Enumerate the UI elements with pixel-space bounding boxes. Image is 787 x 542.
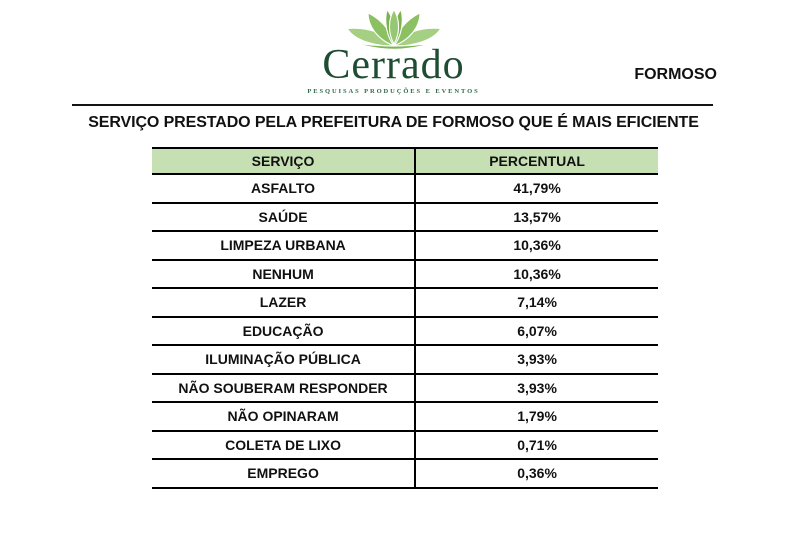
logo-tagline: PESQUISAS PRODUÇÕES E EVENTOS (307, 88, 480, 95)
page-title: SERVIÇO PRESTADO PELA PREFEITURA DE FORM… (88, 114, 699, 131)
service-cell: NENHUM (152, 259, 416, 289)
region-label: FORMOSO (634, 66, 717, 83)
services-table: SERVIÇO PERCENTUAL ASFALTO 41,79% SAÚDE 13,… (152, 147, 658, 489)
company-logo: Cerrado PESQUISAS PRODUÇÕES E EVENTOS (0, 6, 787, 95)
table-row: EMPREGO 0,36% (152, 459, 658, 489)
service-cell: ILUMINAÇÃO PÚBLICA (152, 345, 416, 375)
survey-results-table: SERVIÇO PERCENTUAL ASFALTO 41,79% SAÚDE 13,… (152, 147, 658, 489)
service-cell: NÃO SOUBERAM RESPONDER (152, 373, 416, 403)
table-row: EDUCAÇÃO 6,07% (152, 316, 658, 346)
percent-cell: 3,93% (414, 373, 658, 403)
table-header: SERVIÇO PERCENTUAL (152, 147, 658, 175)
percent-cell: 0,36% (414, 459, 658, 489)
table-row: NÃO SOUBERAM RESPONDER 3,93% (152, 373, 658, 403)
service-cell: SAÚDE (152, 202, 416, 232)
table-row: LAZER 7,14% (152, 288, 658, 318)
table-row: SAÚDE 13,57% (152, 202, 658, 232)
service-cell: EMPREGO (152, 459, 416, 489)
percent-cell: 10,36% (414, 231, 658, 261)
service-cell: ASFALTO (152, 174, 416, 204)
table-row: NENHUM 10,36% (152, 259, 658, 289)
percent-cell: 0,71% (414, 430, 658, 460)
separator-rule (72, 104, 713, 106)
service-cell: NÃO OPINARAM (152, 402, 416, 432)
column-header-percentual: PERCENTUAL (414, 147, 658, 175)
lotus-flower-icon (346, 8, 441, 50)
percent-cell: 13,57% (414, 202, 658, 232)
service-cell: LIMPEZA URBANA (152, 231, 416, 261)
table-row: ILUMINAÇÃO PÚBLICA 3,93% (152, 345, 658, 375)
percent-cell: 41,79% (414, 174, 658, 204)
percent-cell: 1,79% (414, 402, 658, 432)
service-cell: COLETA DE LIXO (152, 430, 416, 460)
table-row: LIMPEZA URBANA 10,36% (152, 231, 658, 261)
table-header-row: SERVIÇO PERCENTUAL (152, 147, 658, 175)
services-table-body: ASFALTO 41,79% SAÚDE 13,57% LIMPEZA URBANA 10… (152, 174, 658, 489)
percent-cell: 10,36% (414, 259, 658, 289)
service-cell: LAZER (152, 288, 416, 318)
percent-cell: 7,14% (414, 288, 658, 318)
percent-cell: 6,07% (414, 316, 658, 346)
percent-cell: 3,93% (414, 345, 658, 375)
service-cell: EDUCAÇÃO (152, 316, 416, 346)
column-header-servico: SERVIÇO (152, 147, 416, 175)
table-row: ASFALTO 41,79% (152, 174, 658, 204)
table-row: COLETA DE LIXO 0,71% (152, 430, 658, 460)
table-row: NÃO OPINARAM 1,79% (152, 402, 658, 432)
logo-wordmark: Cerrado (322, 42, 465, 88)
